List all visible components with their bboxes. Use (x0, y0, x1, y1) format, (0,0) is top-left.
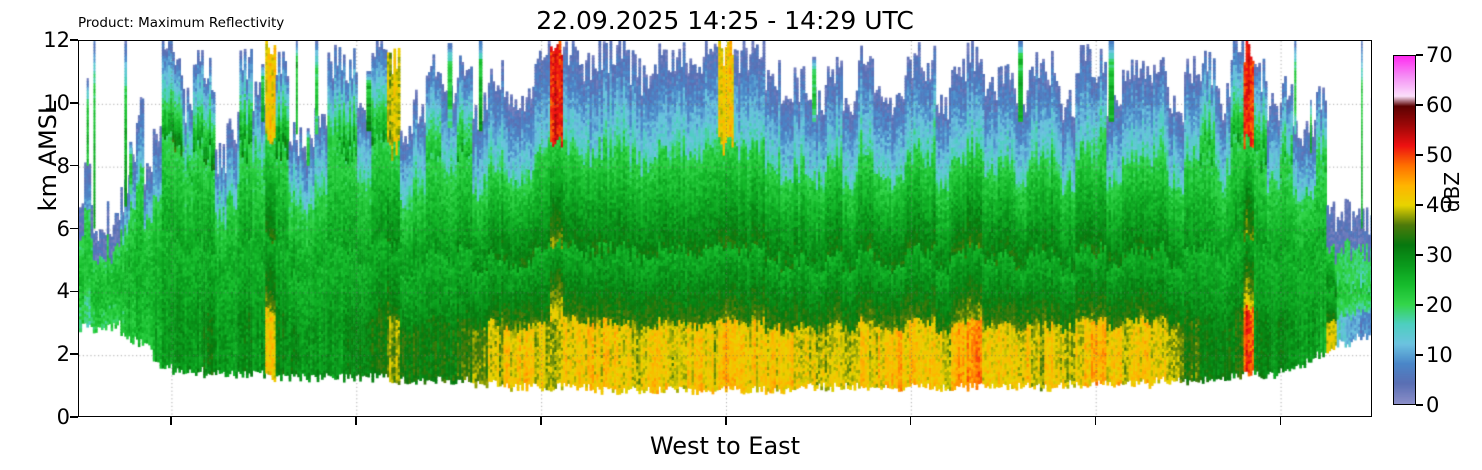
product-annotation: Product: Maximum Reflectivity (78, 15, 285, 31)
chart-title: 22.09.2025 14:25 - 14:29 UTC (536, 6, 914, 35)
y-tick-label: 4 (56, 279, 70, 304)
y-tick-mark (70, 102, 78, 104)
x-tick-mark (170, 417, 173, 425)
x-tick-mark (1279, 417, 1282, 425)
x-tick-mark (355, 417, 357, 425)
x-axis-label: West to East (649, 432, 801, 460)
y-tick-label: 8 (56, 153, 70, 178)
colorbar-tick-mark (1416, 204, 1423, 206)
colorbar-tick-mark (1416, 104, 1423, 106)
colorbar-tick-label: 70 (1426, 43, 1453, 67)
y-tick-mark (70, 227, 78, 230)
y-tick-label: 0 (56, 405, 70, 429)
colorbar-tick-mark (1416, 404, 1423, 406)
reflectivity-heatmap (79, 41, 1371, 416)
colorbar-tick-label: 50 (1426, 143, 1453, 167)
x-tick-mark (1094, 417, 1097, 425)
colorbar-tick-mark (1416, 254, 1423, 256)
y-tick-mark (70, 39, 78, 41)
x-tick-mark (909, 417, 912, 425)
y-tick-mark (70, 416, 78, 418)
colorbar-tick-label: 30 (1426, 243, 1453, 267)
x-tick-mark (725, 417, 727, 425)
colorbar-gradient (1394, 56, 1415, 404)
colorbar-tick-mark (1416, 54, 1423, 56)
plot-area (78, 40, 1372, 417)
colorbar-tick-label: 20 (1426, 293, 1453, 317)
colorbar-tick-label: 10 (1426, 343, 1453, 367)
colorbar-tick-label: 0 (1426, 393, 1440, 417)
colorbar-tick-mark (1416, 154, 1423, 156)
colorbar-tick-label: 60 (1426, 93, 1453, 117)
y-tick-label: 12 (43, 28, 70, 52)
colorbar-tick-mark (1416, 354, 1423, 356)
y-tick-mark (70, 164, 78, 167)
colorbar-tick-label: 40 (1426, 193, 1453, 217)
x-tick-mark (540, 417, 542, 425)
y-tick-mark (70, 353, 78, 355)
y-tick-label: 6 (56, 216, 70, 241)
colorbar-tick-mark (1416, 304, 1423, 306)
y-tick-mark (70, 290, 78, 293)
colorbar (1393, 55, 1416, 405)
y-tick-label: 10 (43, 90, 70, 115)
y-tick-label: 2 (56, 342, 70, 367)
